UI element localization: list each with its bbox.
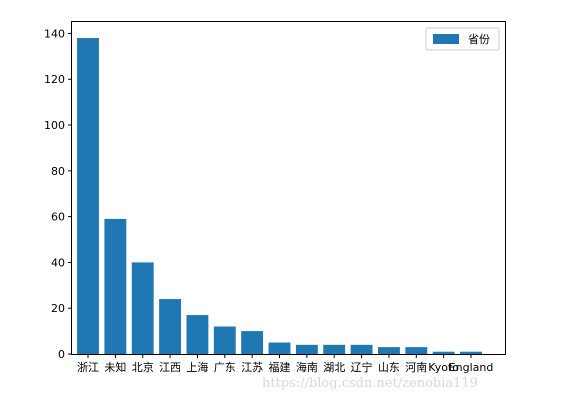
x-tick-label-福建: 福建: [269, 360, 291, 374]
bar-浙江: [77, 38, 99, 354]
x-tick-label-海南: 海南: [296, 360, 318, 374]
x-tick-label-湖北: 湖北: [323, 361, 345, 374]
y-tick-label-80: 80: [51, 165, 65, 178]
bar-河南: [405, 347, 428, 354]
bar-山东: [377, 347, 400, 354]
bar-湖北: [323, 344, 346, 354]
y-tick-label-140: 140: [44, 27, 65, 40]
plot-frame: [71, 21, 506, 355]
bars-group: [77, 38, 482, 354]
x-tick-label-山东: 山东: [378, 361, 400, 374]
y-axis: 0 20 40 60 80 100 120 140: [44, 27, 72, 361]
y-tick-label-100: 100: [44, 119, 65, 132]
y-tick-label-40: 40: [51, 256, 65, 269]
y-tick-label-120: 120: [44, 73, 65, 86]
bar-Kyoto: [432, 351, 455, 354]
bar-江西: [159, 299, 182, 354]
x-tick-label-北京: 北京: [132, 360, 154, 374]
x-tick-label-England: England: [449, 361, 494, 374]
x-tick-label-辽宁: 辽宁: [351, 360, 373, 374]
bar-未知: [104, 218, 127, 354]
x-tick-label-河南: 河南: [405, 361, 427, 374]
legend: 省份: [425, 27, 500, 51]
y-tick-label-0: 0: [58, 348, 65, 361]
x-tick-label-上海: 上海: [186, 360, 208, 374]
bar-北京: [131, 262, 154, 354]
x-tick-label-未知: 未知: [104, 360, 126, 374]
legend-box: [425, 27, 500, 51]
bar-辽宁: [350, 344, 373, 354]
x-tick-label-江西: 江西: [159, 361, 181, 374]
x-tick-label-江苏: 江苏: [241, 361, 263, 374]
x-tick-label-广东: 广东: [214, 361, 236, 374]
x-tick-label-浙江: 浙江: [77, 361, 99, 374]
y-tick-label-60: 60: [51, 211, 65, 224]
watermark-text: https://blog.csdn.net/zenobia119: [262, 376, 478, 391]
legend-label-省份: 省份: [468, 33, 490, 46]
bar-福建: [268, 342, 291, 354]
bar-海南: [295, 344, 318, 354]
x-tick-label-Kyoto: Kyoto: [428, 361, 459, 374]
bar-England: [460, 351, 482, 354]
bar-广东: [213, 326, 236, 354]
bar-上海: [186, 315, 209, 354]
legend-swatch: [433, 34, 459, 44]
y-tick-label-20: 20: [51, 302, 65, 315]
bar-江苏: [241, 331, 264, 354]
